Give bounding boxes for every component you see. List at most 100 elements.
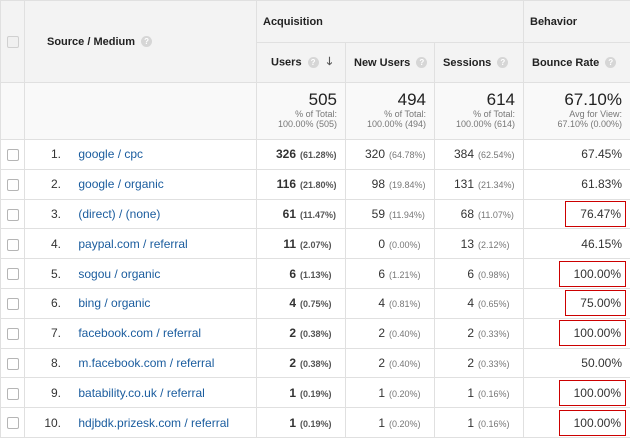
new-users-cell: 0 (0.00%) — [345, 228, 435, 260]
help-icon[interactable]: ? — [497, 57, 509, 69]
users-percent: (0.38%) — [300, 358, 332, 369]
sessions-value: 68 — [460, 206, 474, 221]
bounce-rate-total: 67.10% Avg for View: 67.10% (0.00%) — [523, 82, 630, 140]
new-users-total-value: 494 — [397, 90, 426, 109]
new-users-value: 1 — [378, 385, 385, 400]
source-cell: 7. facebook.com / referral — [24, 317, 257, 349]
users-percent: (61.28%) — [300, 150, 337, 161]
source-medium-link[interactable]: m.facebook.com / referral — [78, 355, 215, 370]
sessions-cell: 6 (0.98%) — [434, 258, 524, 289]
users-cell: 2 (0.38%) — [256, 317, 346, 349]
new-users-column-header[interactable]: New Users? — [345, 42, 435, 83]
row-checkbox[interactable] — [6, 238, 19, 251]
new-users-percent: (0.40%) — [389, 329, 421, 340]
help-icon[interactable]: ? — [416, 57, 428, 69]
source-cell: 1. google / cpc — [24, 139, 257, 170]
help-icon[interactable]: ? — [307, 57, 319, 68]
sessions-total: 614 % of Total: 100.00% (614) — [434, 82, 524, 140]
users-cell: 4 (0.75%) — [256, 287, 346, 319]
new-users-value: 1 — [378, 415, 385, 430]
users-total-percent: 100.00% (505) — [277, 119, 337, 129]
row-checkbox-cell — [0, 407, 25, 438]
sessions-value: 1 — [467, 415, 474, 430]
row-number: 5. — [50, 266, 61, 281]
new-users-cell: 4 (0.81%) — [345, 287, 435, 319]
help-icon[interactable]: ? — [605, 57, 617, 69]
row-checkbox[interactable] — [6, 328, 19, 340]
source-medium-link[interactable]: bing / organic — [78, 296, 151, 311]
bounce-rate-value: 100.00% — [558, 260, 626, 287]
row-number: 10. — [44, 415, 61, 430]
table-body: 1. google / cpc 326 (61.28%) 320 (64.78%) … — [0, 139, 630, 438]
sessions-value: 13 — [460, 236, 474, 251]
row-checkbox[interactable] — [6, 268, 19, 281]
bounce-rate-value: 75.00% — [565, 290, 626, 317]
source-medium-link[interactable]: (direct) / (none) — [78, 206, 161, 221]
bounce-rate-column-header[interactable]: Bounce Rate? — [523, 42, 630, 83]
users-value: 2 — [289, 326, 296, 341]
row-checkbox[interactable] — [6, 387, 19, 400]
source-medium-header[interactable]: Source / Medium? — [24, 0, 257, 83]
source-cell: 9. batability.co.uk / referral — [24, 377, 257, 409]
users-value: 6 — [289, 266, 296, 281]
new-users-value: 320 — [364, 147, 385, 162]
users-percent: (0.19%) — [300, 388, 332, 399]
new-users-cell: 59 (11.94%) — [345, 198, 435, 230]
new-users-percent: (0.20%) — [389, 418, 421, 429]
bounce-rate-cell: 50.00% — [523, 347, 630, 379]
bounce-rate-total-value: 67.10% — [564, 90, 622, 109]
source-cell: 6. bing / organic — [24, 287, 257, 319]
select-all-checkbox[interactable] — [6, 35, 19, 48]
bounce-rate-cell: 67.45% — [523, 139, 630, 170]
new-users-value: 59 — [371, 206, 385, 221]
source-medium-link[interactable]: facebook.com / referral — [78, 326, 202, 341]
users-value: 116 — [276, 177, 296, 192]
help-icon[interactable]: ? — [141, 36, 153, 48]
users-column-header[interactable]: Users? 🡓 — [256, 42, 346, 83]
new-users-percent: (0.40%) — [389, 358, 421, 369]
row-checkbox[interactable] — [6, 208, 19, 221]
source-medium-link[interactable]: google / cpc — [78, 147, 144, 162]
users-cell: 6 (1.13%) — [256, 258, 346, 289]
row-checkbox[interactable] — [6, 298, 19, 311]
sessions-percent: (62.54%) — [478, 150, 515, 161]
source-medium-link[interactable]: google / organic — [78, 177, 164, 192]
sessions-cell: 1 (0.16%) — [434, 407, 524, 438]
sessions-cell: 131 (21.34%) — [434, 168, 524, 200]
sessions-value: 4 — [467, 296, 474, 311]
bounce-rate-value: 100.00% — [558, 320, 626, 347]
source-medium-link[interactable]: hdjbdk.prizesk.com / referral — [78, 415, 230, 430]
users-cell: 61 (11.47%) — [256, 198, 346, 230]
bounce-rate-cell: 100.00% — [523, 407, 630, 438]
row-checkbox[interactable] — [6, 357, 19, 370]
table-row: 1. google / cpc 326 (61.28%) 320 (64.78%) … — [0, 139, 630, 170]
sessions-column-header[interactable]: Sessions? — [434, 42, 524, 83]
users-percent: (0.75%) — [300, 299, 332, 310]
new-users-total-percent: 100.00% (494) — [366, 119, 426, 129]
source-medium-link[interactable]: paypal.com / referral — [78, 236, 188, 251]
row-checkbox[interactable] — [6, 179, 19, 192]
row-checkbox-cell — [0, 168, 25, 200]
bounce-rate-cell: 76.47% — [523, 198, 630, 230]
new-users-percent: (0.20%) — [389, 388, 421, 399]
sort-arrow-down-icon[interactable]: 🡓 — [326, 56, 333, 68]
bounce-rate-cell: 100.00% — [523, 317, 630, 349]
source-cell: 2. google / organic — [24, 168, 257, 200]
table-row: 10. hdjbdk.prizesk.com / referral 1 (0.19… — [0, 407, 630, 438]
row-checkbox[interactable] — [6, 149, 19, 162]
bounce-rate-value: 50.00% — [581, 355, 622, 370]
new-users-value: 2 — [378, 326, 385, 341]
sessions-percent: (0.16%) — [478, 388, 510, 399]
users-cell: 1 (0.19%) — [256, 377, 346, 409]
new-users-cell: 2 (0.40%) — [345, 347, 435, 379]
behavior-label: Behavior — [530, 15, 578, 28]
row-number: 1. — [50, 147, 61, 162]
new-users-value: 4 — [378, 296, 385, 311]
source-medium-link[interactable]: batability.co.uk / referral — [78, 385, 205, 400]
new-users-percent: (64.78%) — [389, 150, 426, 161]
source-medium-link[interactable]: sogou / organic — [78, 266, 161, 281]
row-checkbox[interactable] — [6, 417, 19, 430]
sessions-total-percent: 100.00% (614) — [455, 119, 515, 129]
row-number: 6. — [50, 296, 61, 311]
new-users-percent: (1.21%) — [389, 269, 421, 280]
